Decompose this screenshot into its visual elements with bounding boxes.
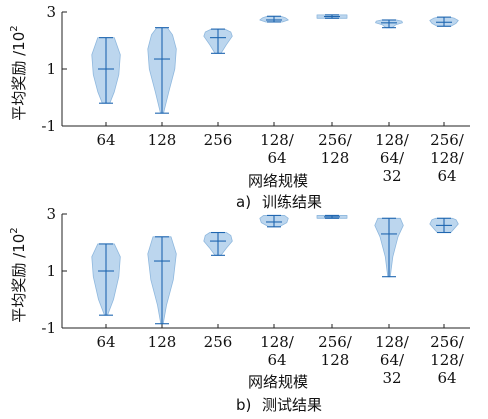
violin-3 [259,214,289,228]
x-tick-label-line: 64 [267,351,286,369]
x-tick-label: 128/64/32 [375,333,410,387]
x-tick-label-line: 256/ [318,131,353,149]
x-tick-label: 128 [148,131,177,149]
x-tick-label-line: 128/ [375,131,410,149]
x-tick-label-line: 256/ [318,333,353,351]
x-tick-label-line: 128 [321,149,350,167]
x-tick-label: 64 [96,131,115,149]
x-tick-label: 256 [204,333,233,351]
violin-5 [374,217,404,278]
y-tick-label: -1 [41,319,56,337]
violin-1 [147,27,177,114]
x-tick-label-line: 128 [321,351,350,369]
x-tick-label-line: 128/ [260,333,295,351]
violin-5 [375,19,403,29]
x-tick-label: 128/64 [260,333,295,369]
subfigure-caption: 训练结果 [262,193,322,211]
x-tick-label-line: 64 [437,369,456,387]
y-tick-label: 3 [46,205,56,223]
x-tick-label-line: 128 [148,131,177,149]
violin-1 [147,236,177,325]
violin-6 [429,217,459,234]
chart-panel-b: -1 1 3 平均奖励 /102 64 128 256 128/64 256/128 128/64… [9,205,470,414]
x-tick-label-line: 64 [437,167,456,185]
violin-2 [203,231,233,256]
violin-4 [316,214,348,219]
y-axis-label-text: 平均奖励 /10 [10,32,28,121]
violin-0 [91,243,121,316]
x-tick-label-line: 128/ [430,351,465,369]
violin-3 [259,15,289,23]
x-tick-label-line: 64 [267,149,286,167]
y-axis-label-exponent: 2 [9,25,20,31]
subfigure-label: a) [236,193,251,211]
x-tick-label-line: 32 [382,167,401,185]
x-tick-label-line: 128/ [260,131,295,149]
x-tick-label: 128 [148,333,177,351]
subfigure-caption: 测试结果 [262,396,322,414]
x-tick-label-line: 256 [204,333,233,351]
y-tick-label: -1 [41,117,56,135]
violin-2 [203,28,233,54]
x-tick-label: 256/128/64 [430,131,465,185]
x-tick-label: 256/128/64 [430,333,465,387]
x-tick-label: 64 [96,333,115,351]
x-tick-label-line: 128/ [430,149,465,167]
x-tick-label-line: 64 [96,333,115,351]
y-axis-label-exponent: 2 [9,227,20,233]
x-tick-label: 256 [204,131,233,149]
x-tick-label: 256/128 [318,333,353,369]
y-axis-label: 平均奖励 /102 [9,25,28,120]
x-axis-label: 网络规模 [248,172,308,190]
violin-4 [316,14,348,19]
y-tick-label: 1 [46,262,56,280]
y-axis-label-text: 平均奖励 /10 [10,234,28,323]
x-tick-label-line: 64 [96,131,115,149]
y-axis-label: 平均奖励 /102 [9,227,28,322]
x-tick-label-line: 128 [148,333,177,351]
x-tick-label-line: 256 [204,131,233,149]
subfigure-label: b) [236,396,251,414]
x-tick-label-line: 32 [382,369,401,387]
x-tick-label-line: 128/ [375,333,410,351]
x-tick-label-line: 256/ [430,131,465,149]
violin-6 [429,16,459,27]
x-tick-label: 128/64 [260,131,295,167]
x-tick-label-line: 64/ [380,351,405,369]
x-axis-label: 网络规模 [248,373,308,391]
x-tick-label: 256/128 [318,131,353,167]
y-tick-label: 3 [46,3,56,21]
violin-0 [91,37,121,104]
y-tick-label: 1 [46,60,56,78]
chart-panel-a: -1 1 3 平均奖励 /102 64 128 256 128/64 256/128 128/64… [9,3,470,211]
x-tick-label: 128/64/32 [375,131,410,185]
x-tick-label-line: 256/ [430,333,465,351]
x-tick-label-line: 64/ [380,149,405,167]
